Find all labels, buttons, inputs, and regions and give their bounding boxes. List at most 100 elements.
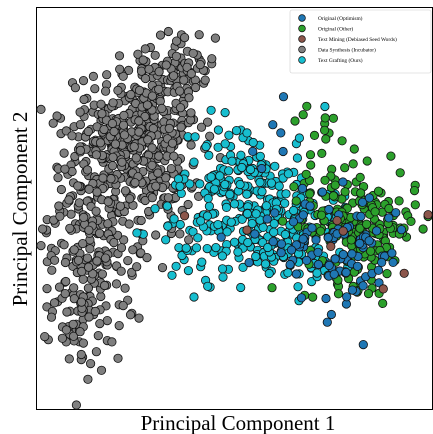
point-original-other [267, 283, 277, 293]
point-original-other [320, 175, 330, 185]
point-text-grafting-ours [283, 169, 293, 179]
point-data-synthesis-incubator [65, 223, 75, 233]
legend-label-data-synthesis-incubator: Data Synthesis (Incubator) [318, 46, 376, 53]
point-text-grafting-ours [202, 244, 212, 254]
point-data-synthesis-incubator [110, 139, 121, 149]
point-text-grafting-ours [280, 229, 290, 240]
point-data-synthesis-incubator [96, 291, 106, 302]
point-original-optimism [352, 261, 363, 271]
point-original-optimism [338, 177, 348, 187]
point-data-synthesis-incubator [196, 122, 207, 132]
point-data-synthesis-incubator [167, 138, 178, 148]
point-data-synthesis-incubator [147, 160, 157, 170]
point-data-synthesis-incubator [82, 253, 93, 263]
point-text-grafting-ours [203, 193, 213, 203]
point-original-other [356, 188, 366, 198]
point-original-other [317, 148, 327, 158]
point-original-optimism [301, 255, 312, 265]
point-data-synthesis-incubator [62, 307, 72, 317]
point-data-synthesis-incubator [102, 70, 112, 80]
point-data-synthesis-incubator [184, 235, 194, 245]
point-data-synthesis-incubator [109, 126, 119, 137]
point-original-optimism [371, 226, 382, 236]
point-text-grafting-ours [233, 247, 243, 257]
point-original-optimism [291, 269, 301, 279]
point-text-mining-debiased-seed-words [332, 216, 342, 226]
point-data-synthesis-incubator [183, 199, 193, 210]
point-data-synthesis-incubator [37, 224, 48, 234]
point-data-synthesis-incubator [83, 126, 93, 137]
point-data-synthesis-incubator [100, 280, 110, 291]
point-original-optimism [317, 187, 327, 197]
point-data-synthesis-incubator [52, 111, 62, 121]
point-text-grafting-ours [225, 189, 235, 199]
point-original-optimism [313, 259, 323, 270]
point-original-other [410, 200, 420, 210]
point-original-optimism [357, 197, 368, 207]
point-data-synthesis-incubator [128, 245, 138, 255]
point-original-other [277, 216, 288, 226]
point-text-grafting-ours [221, 202, 232, 212]
point-text-grafting-ours [213, 125, 223, 135]
point-original-other [315, 226, 326, 236]
point-data-synthesis-incubator [166, 164, 176, 174]
legend-marker-text-mining-debiased-seed-words [298, 35, 306, 43]
point-text-mining-debiased-seed-words [326, 241, 336, 251]
point-text-grafting-ours [197, 257, 207, 267]
legend-box [289, 9, 432, 74]
point-original-other [328, 113, 338, 123]
point-data-synthesis-incubator [134, 313, 144, 323]
point-text-grafting-ours [213, 220, 223, 230]
point-original-other [308, 292, 318, 302]
point-data-synthesis-incubator [79, 212, 89, 222]
point-data-synthesis-incubator [134, 85, 145, 96]
point-data-synthesis-incubator [108, 161, 118, 171]
point-data-synthesis-incubator [138, 55, 148, 65]
point-data-synthesis-incubator [147, 91, 157, 101]
point-data-synthesis-incubator [101, 253, 111, 263]
point-text-grafting-ours [189, 157, 199, 167]
point-data-synthesis-incubator [78, 76, 89, 86]
point-text-grafting-ours [132, 228, 142, 238]
legend-marker-text-grafting-ours [298, 56, 306, 64]
point-original-other [302, 101, 312, 111]
point-text-grafting-ours [220, 180, 230, 190]
point-data-synthesis-incubator [172, 36, 182, 46]
point-data-synthesis-incubator [116, 243, 127, 253]
point-text-grafting-ours [269, 227, 279, 237]
point-data-synthesis-incubator [186, 69, 196, 79]
point-data-synthesis-incubator [84, 184, 94, 194]
point-data-synthesis-incubator [154, 84, 164, 94]
point-data-synthesis-incubator [130, 178, 140, 188]
point-text-grafting-ours [191, 243, 202, 253]
point-original-other [409, 186, 420, 196]
point-original-other [355, 223, 365, 233]
point-original-optimism [276, 248, 286, 258]
point-data-synthesis-incubator [60, 257, 71, 268]
point-data-synthesis-incubator [169, 151, 179, 161]
point-data-synthesis-incubator [75, 327, 85, 337]
point-text-grafting-ours [161, 235, 171, 245]
point-data-synthesis-incubator [85, 244, 95, 254]
point-data-synthesis-incubator [91, 150, 102, 160]
point-original-optimism [338, 249, 348, 260]
point-original-other [363, 288, 374, 299]
point-data-synthesis-incubator [92, 187, 102, 197]
legend-label-text-mining-debiased-seed-words: Text Mining (Debiased Seed Words) [318, 36, 397, 43]
point-text-grafting-ours [220, 139, 230, 149]
point-data-synthesis-incubator [54, 201, 64, 211]
point-text-grafting-ours [150, 204, 160, 214]
point-original-optimism [288, 217, 298, 227]
point-data-synthesis-incubator [182, 62, 192, 72]
point-data-synthesis-incubator [116, 266, 126, 276]
point-data-synthesis-incubator [60, 288, 70, 299]
point-text-grafting-ours [181, 243, 191, 253]
point-data-synthesis-incubator [113, 353, 123, 363]
point-data-synthesis-incubator [54, 282, 65, 292]
point-data-synthesis-incubator [70, 83, 81, 93]
point-data-synthesis-incubator [163, 26, 173, 37]
point-text-grafting-ours [288, 205, 299, 216]
point-original-other [348, 159, 358, 169]
point-data-synthesis-incubator [77, 266, 87, 276]
point-text-grafting-ours [195, 179, 205, 189]
